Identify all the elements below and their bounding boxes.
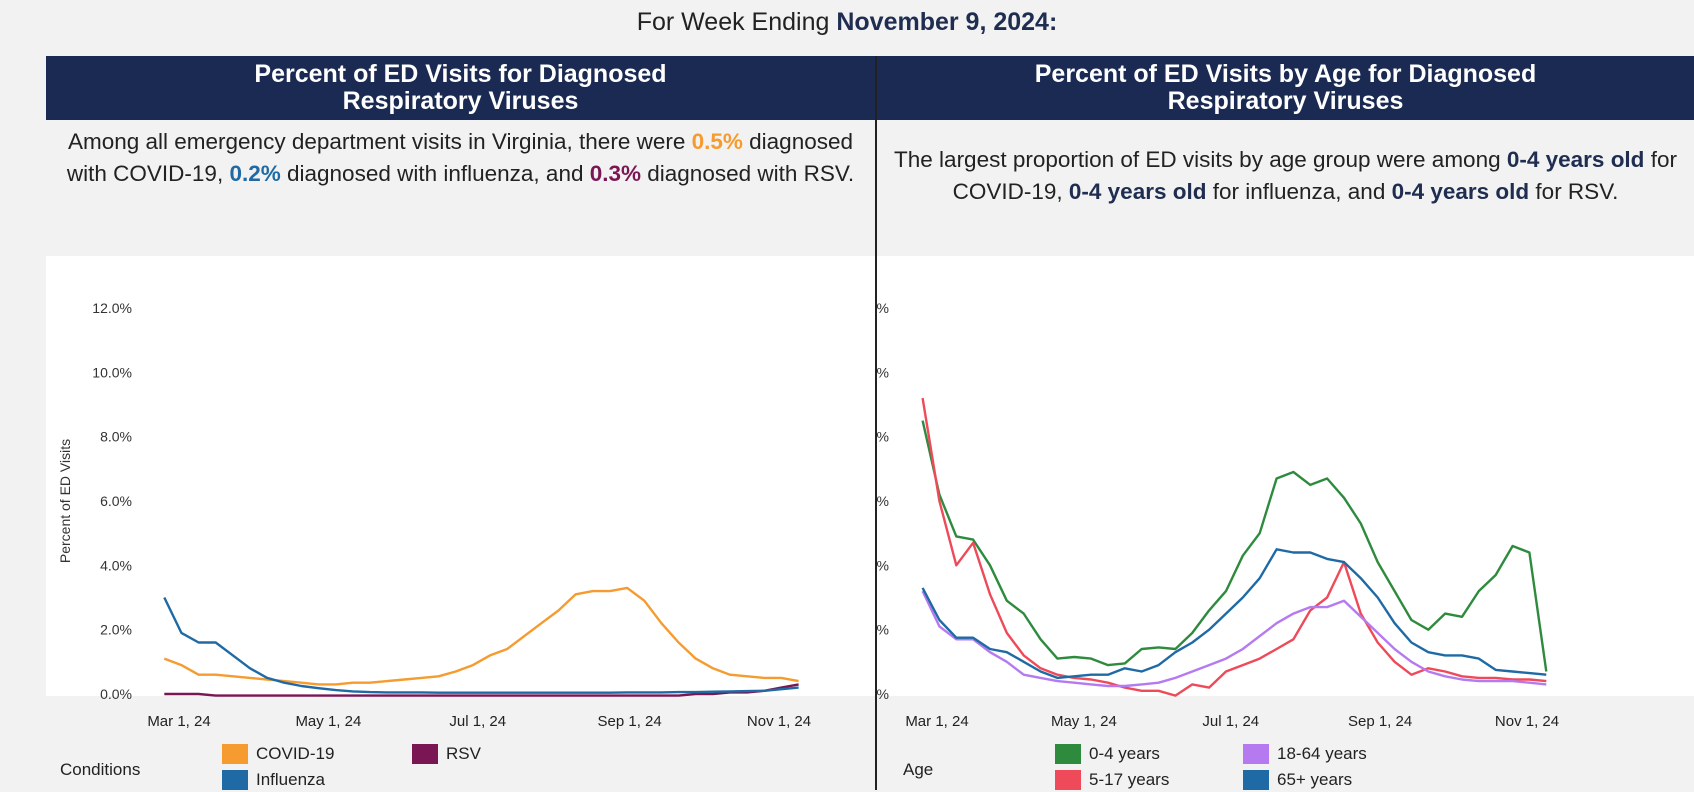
y-tick-label: 0.0%: [877, 686, 889, 702]
summary-text-part: diagnosed with COVID-19,: [66, 129, 854, 186]
legend-swatch: [1243, 744, 1269, 764]
legend-swatch: [1055, 744, 1081, 764]
legend-label: 5-17 years: [1089, 770, 1170, 789]
y-tick-label: 2.0%: [877, 622, 889, 638]
legend-label: 65+ years: [1277, 770, 1353, 789]
y-tick-label: 4.0%: [100, 557, 132, 573]
legend-swatch: [1243, 770, 1269, 790]
y-tick-label: 4.0%: [877, 557, 889, 573]
legend-swatch: [412, 744, 438, 764]
y-tick-label: 10.0%: [877, 364, 889, 380]
rsv-percent: 0.3%: [589, 161, 642, 186]
legend-item-rsv[interactable]: RSV: [412, 742, 481, 766]
legend-item-age-0-4[interactable]: 0-4 years: [1055, 742, 1160, 766]
legend-label: Influenza: [256, 770, 325, 789]
headline-date: November 9, 2024:: [836, 8, 1058, 36]
covid-flu-rsv-panel: Percent of ED Visits for Diagnosed Respi…: [46, 56, 875, 790]
legend-item-covid[interactable]: COVID-19: [222, 742, 334, 766]
legend-title-age: Age: [903, 760, 934, 779]
page-headline: For Week Ending November 9, 2024:: [0, 0, 1694, 44]
x-tick-label: Sep 1, 24: [1348, 713, 1412, 730]
series-line-influenza: [163, 596, 799, 694]
legend-title-conditions: Conditions: [60, 760, 141, 779]
x-tick-label: Jul 1, 24: [449, 713, 506, 730]
legend-label: 18-64 years: [1277, 744, 1367, 763]
x-tick-label: Mar 1, 24: [147, 713, 210, 730]
summary-text-part: diagnosed with RSV.: [641, 161, 855, 186]
legend-swatch: [1055, 770, 1081, 790]
x-tick-label: May 1, 24: [295, 713, 361, 730]
summary-text-part: for RSV.: [1529, 179, 1619, 204]
legend-swatch: [222, 770, 248, 790]
legend-label: RSV: [446, 744, 481, 763]
legend-item-age-18-64[interactable]: 18-64 years: [1243, 742, 1367, 766]
influenza-percent: 0.2%: [229, 161, 281, 186]
x-tick-label: Nov 1, 24: [747, 713, 811, 730]
summary-text-part: diagnosed with influenza, and: [280, 161, 590, 186]
age-highlight-covid: 0-4 years old: [1506, 147, 1645, 172]
covid-percent: 0.5%: [691, 129, 743, 154]
legend-item-influenza[interactable]: Influenza: [222, 768, 325, 792]
left-panel-title: Percent of ED Visits for Diagnosed Respi…: [254, 60, 667, 115]
legend-item-age-5-17[interactable]: 5-17 years: [1055, 768, 1169, 792]
series-line-5-17-years: [921, 397, 1547, 697]
y-tick-label: 12.0%: [92, 300, 132, 316]
legend-label: 0-4 years: [1089, 744, 1160, 763]
x-tick-label: Mar 1, 24: [905, 713, 968, 730]
age-group-panel: Percent of ED Visits by Age for Diagnose…: [877, 56, 1694, 790]
series-line-rsv: [164, 683, 799, 697]
y-tick-label: 8.0%: [100, 429, 132, 445]
x-tick-label: Sep 1, 24: [598, 713, 662, 730]
age-highlight-rsv: 0-4 years old: [1391, 179, 1530, 204]
y-tick-label: 6.0%: [877, 493, 889, 509]
right-panel-title: Percent of ED Visits by Age for Diagnose…: [1034, 60, 1537, 115]
legend-swatch: [222, 744, 248, 764]
x-tick-label: Jul 1, 24: [1202, 713, 1259, 730]
right-panel-banner: Percent of ED Visits by Age for Diagnose…: [877, 56, 1694, 120]
y-tick-label: 10.0%: [92, 364, 132, 380]
panel-divider: [875, 56, 877, 790]
series-line-65-years: [921, 548, 1547, 680]
x-tick-label: May 1, 24: [1051, 713, 1117, 730]
series-line-0-4-years: [921, 420, 1548, 672]
age-highlight-influenza: 0-4 years old: [1068, 179, 1207, 204]
left-summary-text: Among all emergency department visits in…: [56, 126, 865, 190]
y-axis-label: Percent of ED Visits: [57, 439, 73, 563]
series-line-18-64-years: [921, 590, 1547, 688]
plot-background: [46, 256, 875, 696]
y-tick-label: 12.0%: [877, 300, 889, 316]
right-summary-text: The largest proportion of ED visits by a…: [887, 144, 1684, 208]
age-line-chart: 0.0%2.0%4.0%6.0%8.0%10.0%12.0%Percent of…: [877, 256, 1694, 730]
summary-text-part: for influenza, and: [1206, 179, 1392, 204]
y-tick-label: 6.0%: [100, 493, 132, 509]
x-tick-label: Nov 1, 24: [1495, 713, 1559, 730]
left-panel-banner: Percent of ED Visits for Diagnosed Respi…: [46, 56, 875, 120]
y-tick-label: 8.0%: [877, 429, 889, 445]
y-tick-label: 0.0%: [100, 686, 132, 702]
summary-text-part: The largest proportion of ED visits by a…: [894, 147, 1507, 172]
conditions-line-chart: 0.0% 2.0% 4.0% 6.0% 8.0% 10.0% 12.0% Percent of…: [46, 256, 875, 730]
summary-text-part: Among all emergency department visits in…: [67, 129, 692, 154]
y-tick-label: 2.0%: [100, 622, 132, 638]
summary-text-part: for COVID-19,: [952, 147, 1677, 204]
legend-item-age-65[interactable]: 65+ years: [1243, 768, 1352, 792]
legend-label: COVID-19: [256, 744, 335, 763]
headline-prefix: For Week Ending: [636, 8, 837, 36]
